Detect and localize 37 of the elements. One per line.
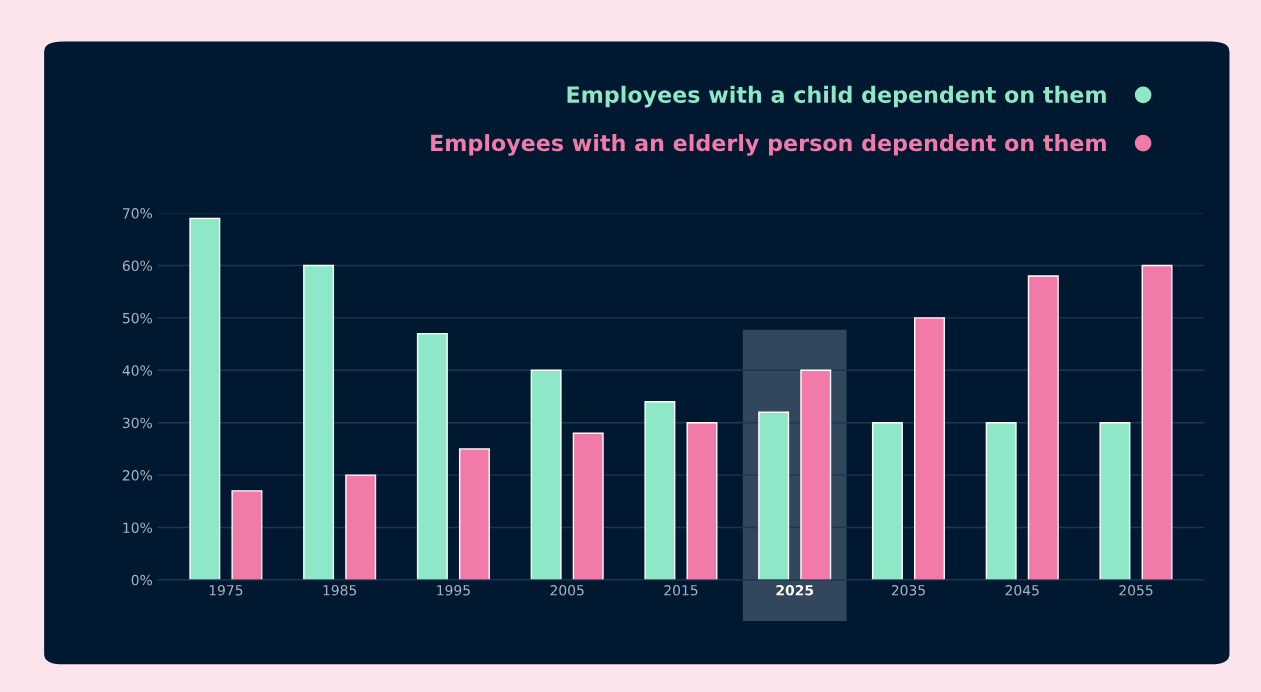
bar (1141, 264, 1173, 580)
bar (416, 332, 448, 580)
x-tick-label: 2055 (1119, 585, 1153, 596)
y-tick-label: 60% (122, 260, 152, 271)
bar (644, 401, 676, 580)
bar (303, 264, 335, 580)
x-tick-label: 1975 (209, 585, 243, 596)
y-tick-label: 20% (122, 470, 152, 481)
y-tick-label: 70% (123, 208, 152, 219)
y-tick-label: 40% (122, 365, 152, 376)
bar (231, 490, 263, 580)
x-tick-label: 2015 (664, 585, 698, 596)
bar (914, 317, 945, 580)
bar (1099, 422, 1131, 580)
bar (572, 432, 604, 580)
bar (1027, 275, 1059, 580)
bar (871, 422, 903, 580)
x-tick-label: 2045 (1005, 585, 1039, 596)
legend-label: Employees with a child dependent on them (567, 85, 1106, 108)
bar (985, 422, 1017, 580)
bar (686, 422, 718, 580)
bar (530, 369, 562, 580)
x-tick-label: 2025 (776, 585, 814, 596)
x-tick-label: 1995 (437, 585, 470, 596)
x-tick-label: 2005 (550, 585, 584, 596)
bar (758, 411, 790, 580)
bar (458, 448, 490, 580)
x-tick-label: 1985 (323, 585, 357, 596)
y-tick-label: 30% (122, 417, 152, 429)
bar (800, 369, 832, 580)
y-tick-label: 50% (122, 312, 152, 324)
y-tick-label: 10% (123, 522, 152, 533)
bar (189, 217, 221, 580)
bar (345, 474, 377, 580)
x-tick-label: 2035 (891, 585, 925, 596)
legend-label: Employees with an elderly person dependent on them (431, 134, 1106, 156)
y-tick-label: 0% (131, 574, 152, 586)
